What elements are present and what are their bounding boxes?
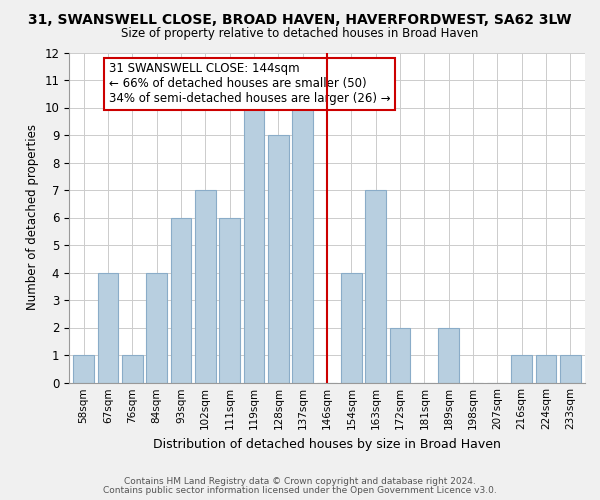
Bar (219, 218, 240, 382)
Bar (536, 355, 556, 382)
Text: 31 SWANSWELL CLOSE: 144sqm
← 66% of detached houses are smaller (50)
34% of semi: 31 SWANSWELL CLOSE: 144sqm ← 66% of deta… (109, 62, 391, 106)
Bar (365, 190, 386, 382)
Bar (292, 108, 313, 382)
Bar (560, 355, 581, 382)
Bar (73, 355, 94, 382)
X-axis label: Distribution of detached houses by size in Broad Haven: Distribution of detached houses by size … (153, 438, 501, 451)
Text: Size of property relative to detached houses in Broad Haven: Size of property relative to detached ho… (121, 28, 479, 40)
Bar (170, 218, 191, 382)
Bar (439, 328, 459, 382)
Bar (244, 108, 265, 382)
Text: Contains public sector information licensed under the Open Government Licence v3: Contains public sector information licen… (103, 486, 497, 495)
Text: 31, SWANSWELL CLOSE, BROAD HAVEN, HAVERFORDWEST, SA62 3LW: 31, SWANSWELL CLOSE, BROAD HAVEN, HAVERF… (28, 12, 572, 26)
Bar (98, 272, 118, 382)
Bar (122, 355, 143, 382)
Text: Contains HM Land Registry data © Crown copyright and database right 2024.: Contains HM Land Registry data © Crown c… (124, 477, 476, 486)
Bar (511, 355, 532, 382)
Bar (268, 135, 289, 382)
Bar (195, 190, 215, 382)
Bar (341, 272, 362, 382)
Bar (146, 272, 167, 382)
Y-axis label: Number of detached properties: Number of detached properties (26, 124, 39, 310)
Bar (389, 328, 410, 382)
